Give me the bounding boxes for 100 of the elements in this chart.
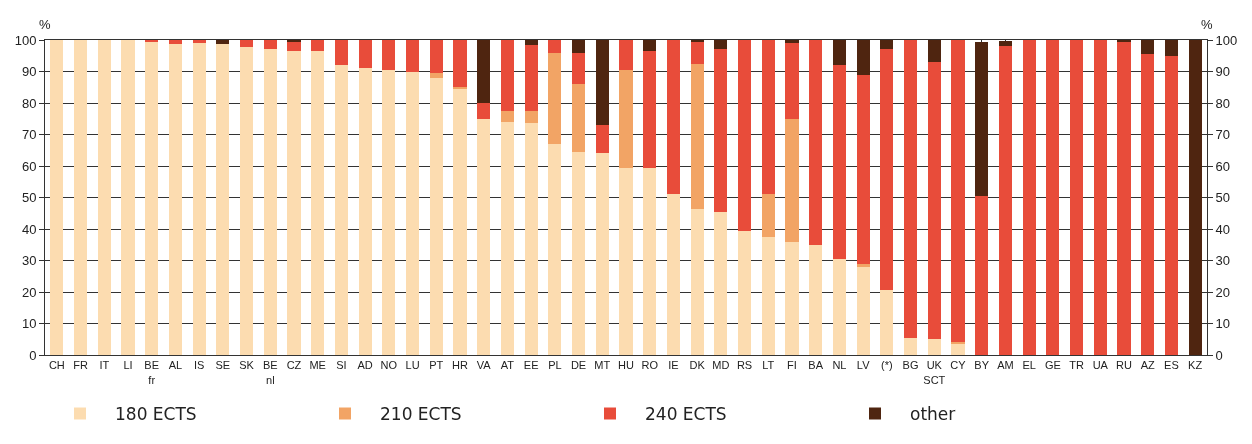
bar bbox=[1188, 40, 1202, 355]
bar bbox=[263, 40, 277, 50]
y-tick-label: 10 bbox=[21, 316, 37, 332]
bar bbox=[975, 41, 989, 196]
bar bbox=[168, 40, 182, 44]
legend-label: 240 ECTS bbox=[645, 404, 727, 425]
bar bbox=[832, 258, 846, 355]
bar bbox=[287, 41, 301, 52]
bar bbox=[477, 103, 491, 119]
y-tick-label: 90 bbox=[21, 64, 37, 80]
bar bbox=[738, 40, 752, 231]
y-tick-label: 50 bbox=[21, 190, 37, 206]
bar bbox=[334, 65, 348, 355]
bar bbox=[690, 208, 704, 355]
bar bbox=[240, 46, 254, 355]
bar bbox=[714, 211, 728, 355]
bar bbox=[263, 49, 277, 355]
y2-tick-label: 70 bbox=[1215, 127, 1231, 143]
x-tick-label: BA bbox=[808, 359, 824, 372]
y2-tick-label: 80 bbox=[1215, 95, 1231, 111]
bar bbox=[832, 40, 846, 66]
x-tick-label: (*) bbox=[881, 359, 893, 372]
bar bbox=[643, 40, 657, 52]
x-tick-label: RO bbox=[641, 359, 659, 372]
bar bbox=[145, 42, 159, 355]
y2-tick-label: 100 bbox=[1215, 32, 1238, 48]
bar bbox=[856, 40, 870, 75]
bar bbox=[50, 40, 64, 355]
x-tick-label: GE bbox=[1044, 359, 1061, 372]
bar bbox=[97, 40, 111, 355]
bar bbox=[927, 62, 941, 340]
x-tick-label: NO bbox=[380, 359, 398, 372]
bar bbox=[595, 40, 609, 126]
bar bbox=[856, 266, 870, 355]
x-tick-label: SI bbox=[336, 359, 347, 372]
bar bbox=[1164, 40, 1178, 56]
bar bbox=[738, 230, 752, 355]
bar bbox=[880, 40, 894, 50]
bar bbox=[690, 41, 704, 64]
y2-axis-title: % bbox=[1201, 17, 1213, 32]
bar bbox=[524, 123, 538, 355]
bar bbox=[714, 49, 728, 212]
bar bbox=[192, 43, 206, 355]
bar bbox=[524, 44, 538, 111]
x-tick-label: BE fr bbox=[144, 359, 160, 386]
bar bbox=[785, 40, 799, 44]
bar bbox=[524, 110, 538, 124]
y-tick-label: 80 bbox=[21, 95, 37, 111]
bar bbox=[1046, 40, 1060, 355]
bar bbox=[595, 125, 609, 154]
x-tick-label: AM bbox=[997, 359, 1014, 372]
bar bbox=[595, 153, 609, 355]
bar bbox=[74, 40, 88, 355]
bar bbox=[951, 343, 965, 355]
bar bbox=[500, 40, 514, 111]
bar bbox=[429, 40, 443, 74]
bar bbox=[666, 40, 680, 195]
bar bbox=[785, 118, 799, 242]
y2-tick-label: 20 bbox=[1215, 284, 1231, 300]
x-tick-label: FI bbox=[787, 359, 797, 372]
x-tick-label: CY bbox=[950, 359, 967, 372]
x-tick-label: ES bbox=[1164, 359, 1179, 372]
bar bbox=[1141, 40, 1155, 55]
bar bbox=[287, 51, 301, 355]
bar bbox=[880, 49, 894, 291]
x-tick-label: DK bbox=[689, 359, 706, 372]
bar bbox=[216, 40, 230, 44]
bar bbox=[548, 52, 562, 144]
bar bbox=[927, 339, 941, 355]
x-tick-label: LV bbox=[856, 359, 871, 372]
x-tick-label: NL bbox=[832, 359, 847, 372]
bar bbox=[311, 51, 325, 355]
bar bbox=[477, 118, 491, 355]
x-tick-label: CH bbox=[48, 359, 65, 372]
bar bbox=[240, 40, 254, 47]
y-tick-label: 20 bbox=[21, 284, 37, 300]
bar bbox=[382, 40, 396, 70]
x-tick-label: DE bbox=[570, 359, 587, 372]
bar bbox=[927, 40, 941, 63]
y2-tick-label: 40 bbox=[1215, 221, 1231, 237]
x-tick-label: RU bbox=[1116, 359, 1132, 372]
y2-tick-label: 30 bbox=[1215, 253, 1231, 269]
bar bbox=[714, 40, 728, 50]
x-tick-label: AZ bbox=[1140, 359, 1156, 372]
legend-label: 210 ECTS bbox=[380, 404, 462, 425]
x-tick-label: LU bbox=[405, 359, 420, 372]
bar bbox=[951, 40, 965, 343]
x-tick-label: SK bbox=[239, 359, 255, 372]
bar bbox=[453, 88, 467, 355]
bar bbox=[619, 167, 633, 355]
bar bbox=[524, 40, 538, 45]
bar bbox=[406, 71, 420, 355]
x-tick-label: IT bbox=[99, 359, 110, 372]
bar bbox=[1141, 54, 1155, 355]
x-tick-label: LI bbox=[123, 359, 133, 372]
y-tick-label: 100 bbox=[14, 32, 37, 48]
x-tick-label: VA bbox=[476, 359, 492, 372]
bar bbox=[572, 151, 586, 355]
legend-label: other bbox=[910, 404, 956, 425]
x-tick-label: EE bbox=[523, 359, 539, 372]
